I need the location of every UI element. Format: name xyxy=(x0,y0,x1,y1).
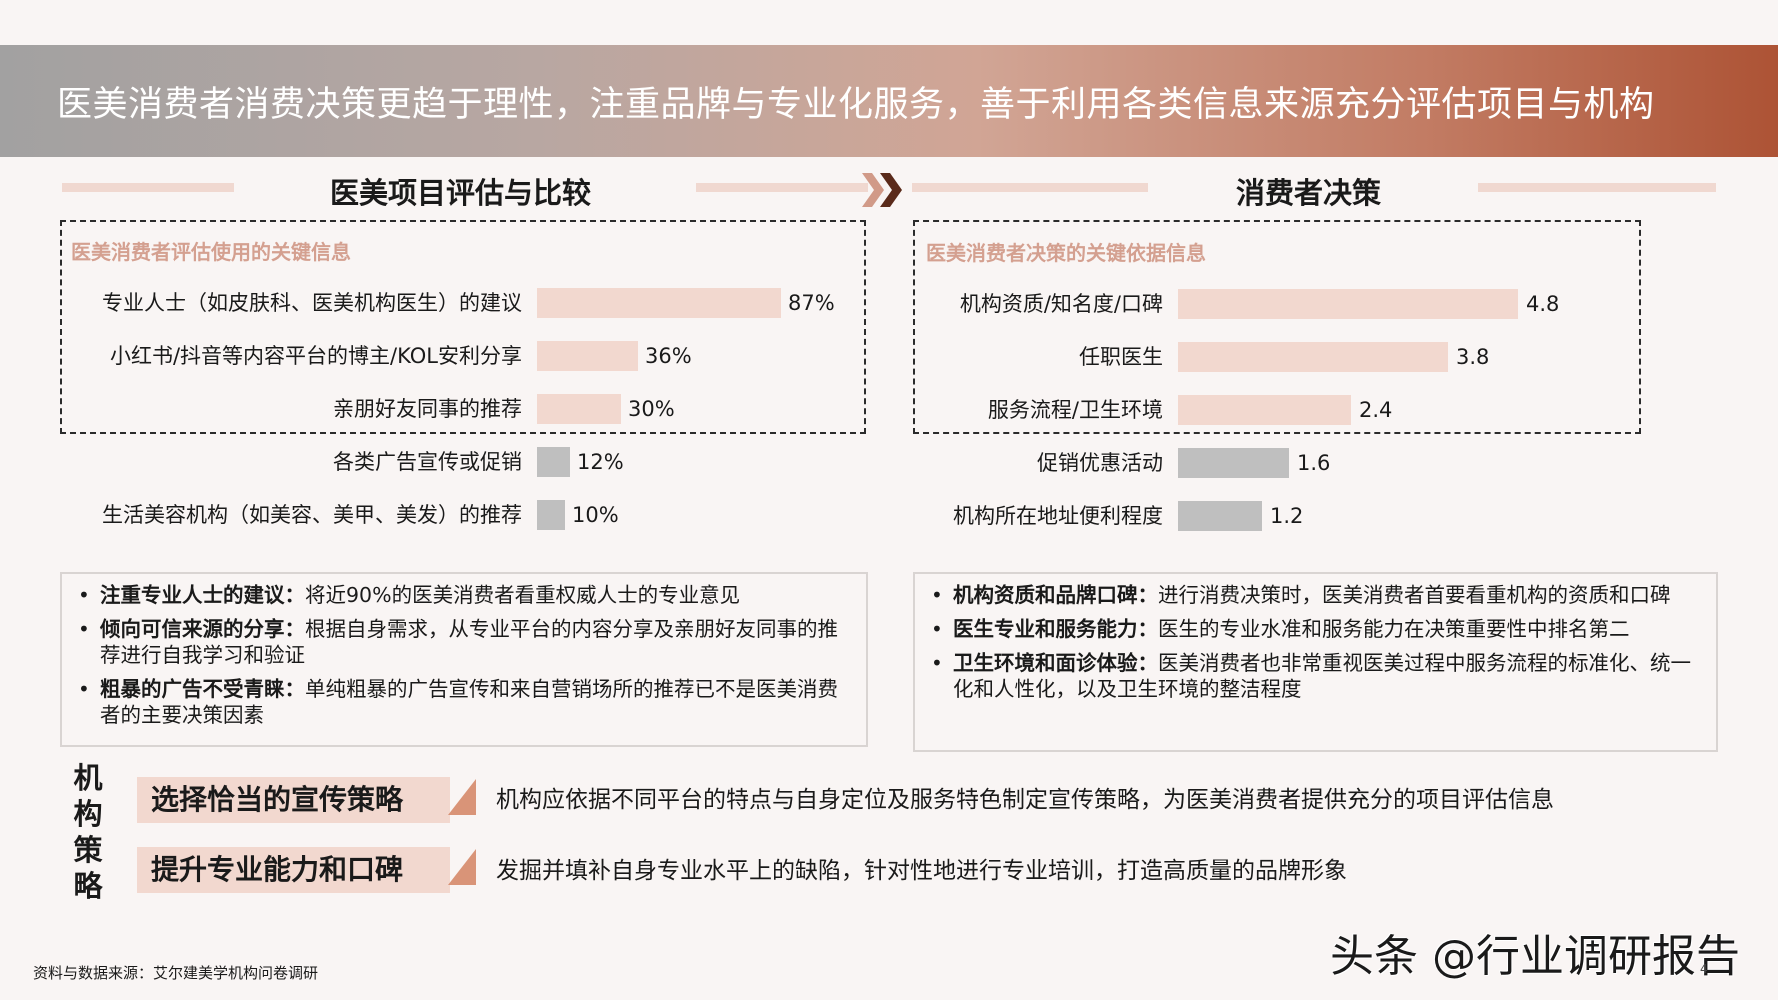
note-item: 注重专业人士的建议：将近90%的医美消费者看重权威人士的专业意见 xyxy=(74,582,846,608)
note-heading: 医生专业和服务能力： xyxy=(953,617,1158,641)
strategy-description: 机构应依据不同平台的特点与自身定位及服务特色制定宣传策略，为医美消费者提供充分的… xyxy=(496,787,1554,813)
bar-value: 87% xyxy=(788,291,835,315)
bar-label: 各类广告宣传或促销 xyxy=(333,450,522,474)
bar xyxy=(537,341,638,371)
right-notes-box: 机构资质和品牌口碑：进行消费决策时，医美消费者首要看重机构的资质和口碑 医生专业… xyxy=(913,572,1718,752)
bar xyxy=(1178,395,1351,425)
bar-label: 任职医生 xyxy=(1079,345,1163,369)
triangle-marker-icon xyxy=(448,849,476,885)
left-notes-box: 注重专业人士的建议：将近90%的医美消费者看重权威人士的专业意见 倾向可信来源的… xyxy=(60,572,868,747)
strategy-tag: 选择恰当的宣传策略 xyxy=(137,777,450,823)
note-text: 单纯粗暴的广告宣传和来自营销场所的推荐已不是医美消费者的主要决策因素 xyxy=(100,677,838,727)
bar-label: 促销优惠活动 xyxy=(1037,451,1163,475)
section-divider-line xyxy=(1478,183,1716,192)
title-banner: 医美消费者消费决策更趋于理性，注重品牌与专业化服务，善于利用各类信息来源充分评估… xyxy=(0,45,1778,157)
note-heading: 注重专业人士的建议： xyxy=(100,583,305,607)
bar-label: 亲朋好友同事的推荐 xyxy=(333,397,522,421)
label-char: 略 xyxy=(73,869,103,903)
page-title: 医美消费者消费决策更趋于理性，注重品牌与专业化服务，善于利用各类信息来源充分评估… xyxy=(57,84,1655,125)
bar-label: 小红书/抖音等内容平台的博主/KOL安利分享 xyxy=(109,344,522,368)
bar-label: 专业人士（如皮肤科、医美机构医生）的建议 xyxy=(102,291,522,315)
bar-value: 4.8 xyxy=(1526,292,1560,316)
page-number: 4 xyxy=(1700,962,1708,976)
note-text: 将近90%的医美消费者看重权威人士的专业意见 xyxy=(305,583,741,607)
bar-value: 30% xyxy=(628,397,675,421)
bar xyxy=(537,394,621,424)
chart-row: 亲朋好友同事的推荐 30% xyxy=(0,394,1778,424)
chart-row: 任职医生 3.8 xyxy=(0,342,1778,372)
double-chevron-icon xyxy=(862,173,902,207)
note-item: 卫生环境和面诊体验：医美消费者也非常重视医美过程中服务流程的标准化、统一化和人性… xyxy=(927,650,1696,702)
bar xyxy=(537,500,565,530)
strategy-description: 发掘并填补自身专业水平上的缺陷，针对性地进行专业培训，打造高质量的品牌形象 xyxy=(496,858,1347,884)
chart-row: 生活美容机构（如美容、美甲、美发）的推荐 10% xyxy=(0,500,1778,530)
triangle-marker-icon xyxy=(448,779,476,815)
chart-row: 各类广告宣传或促销 12% xyxy=(0,447,1778,477)
note-text: 进行消费决策时，医美消费者首要看重机构的资质和口碑 xyxy=(1158,583,1671,607)
left-section-title: 医美项目评估与比较 xyxy=(330,176,592,210)
bar-value: 1.6 xyxy=(1297,451,1331,475)
bar-value: 36% xyxy=(645,344,692,368)
bar-value: 10% xyxy=(572,503,619,527)
chart-row: 促销优惠活动 1.6 xyxy=(0,448,1778,478)
note-heading: 卫生环境和面诊体验： xyxy=(953,651,1158,675)
note-heading: 粗暴的广告不受青睐： xyxy=(100,677,305,701)
note-item: 医生专业和服务能力：医生的专业水准和服务能力在决策重要性中排名第二 xyxy=(927,616,1696,642)
right-chart-subtitle: 医美消费者决策的关键依据信息 xyxy=(926,241,1206,265)
right-highlight-box xyxy=(913,220,1641,434)
note-item: 粗暴的广告不受青睐：单纯粗暴的广告宣传和来自营销场所的推荐已不是医美消费者的主要… xyxy=(74,676,846,728)
strategy-tag: 提升专业能力和口碑 xyxy=(137,847,450,893)
note-text: 根据自身需求，从专业平台的内容分享及亲朋好友同事的推荐进行自我学习和验证 xyxy=(100,617,838,667)
left-chart-subtitle: 医美消费者评估使用的关键信息 xyxy=(71,240,351,264)
chart-row: 服务流程/卫生环境 2.4 xyxy=(0,395,1778,425)
chart-row: 小红书/抖音等内容平台的博主/KOL安利分享 36% xyxy=(0,341,1778,371)
section-divider-line xyxy=(912,183,1148,192)
chart-row: 专业人士（如皮肤科、医美机构医生）的建议 87% xyxy=(0,288,1778,318)
label-char: 策 xyxy=(73,833,103,867)
bar-label: 机构资质/知名度/口碑 xyxy=(959,292,1163,316)
note-heading: 机构资质和品牌口碑： xyxy=(953,583,1158,607)
bar xyxy=(1178,289,1518,319)
bar xyxy=(1178,448,1289,478)
note-item: 倾向可信来源的分享：根据自身需求，从专业平台的内容分享及亲朋好友同事的推荐进行自… xyxy=(74,616,846,668)
data-source: 资料与数据来源：艾尔建美学机构问卷调研 xyxy=(33,964,319,982)
strategy-vertical-label: 机 构 策 略 xyxy=(68,760,108,904)
section-divider-line xyxy=(696,183,868,192)
label-char: 机 xyxy=(73,761,103,795)
bar-value: 2.4 xyxy=(1359,398,1393,422)
note-text: 医生的专业水准和服务能力在决策重要性中排名第二 xyxy=(1158,617,1630,641)
bar xyxy=(537,447,570,477)
bar-value: 3.8 xyxy=(1456,345,1490,369)
bar-value: 1.2 xyxy=(1270,504,1304,528)
bar-label: 生活美容机构（如美容、美甲、美发）的推荐 xyxy=(102,503,522,527)
label-char: 构 xyxy=(73,797,103,831)
left-highlight-box xyxy=(60,220,866,434)
bar xyxy=(1178,342,1448,372)
watermark: 头条 @行业调研报告 xyxy=(1330,931,1740,982)
chart-row: 机构所在地址便利程度 1.2 xyxy=(0,501,1778,531)
bar xyxy=(537,288,781,318)
bar-label: 机构所在地址便利程度 xyxy=(953,504,1163,528)
bar-label: 服务流程/卫生环境 xyxy=(987,398,1163,422)
note-heading: 倾向可信来源的分享： xyxy=(100,617,305,641)
section-divider-line xyxy=(62,183,234,192)
note-item: 机构资质和品牌口碑：进行消费决策时，医美消费者首要看重机构的资质和口碑 xyxy=(927,582,1696,608)
bar xyxy=(1178,501,1262,531)
chart-row: 机构资质/知名度/口碑 4.8 xyxy=(0,289,1778,319)
note-text: 医美消费者也非常重视医美过程中服务流程的标准化、统一化和人性化，以及卫生环境的整… xyxy=(953,651,1691,701)
bar-value: 12% xyxy=(577,450,624,474)
right-section-title: 消费者决策 xyxy=(1236,176,1382,210)
